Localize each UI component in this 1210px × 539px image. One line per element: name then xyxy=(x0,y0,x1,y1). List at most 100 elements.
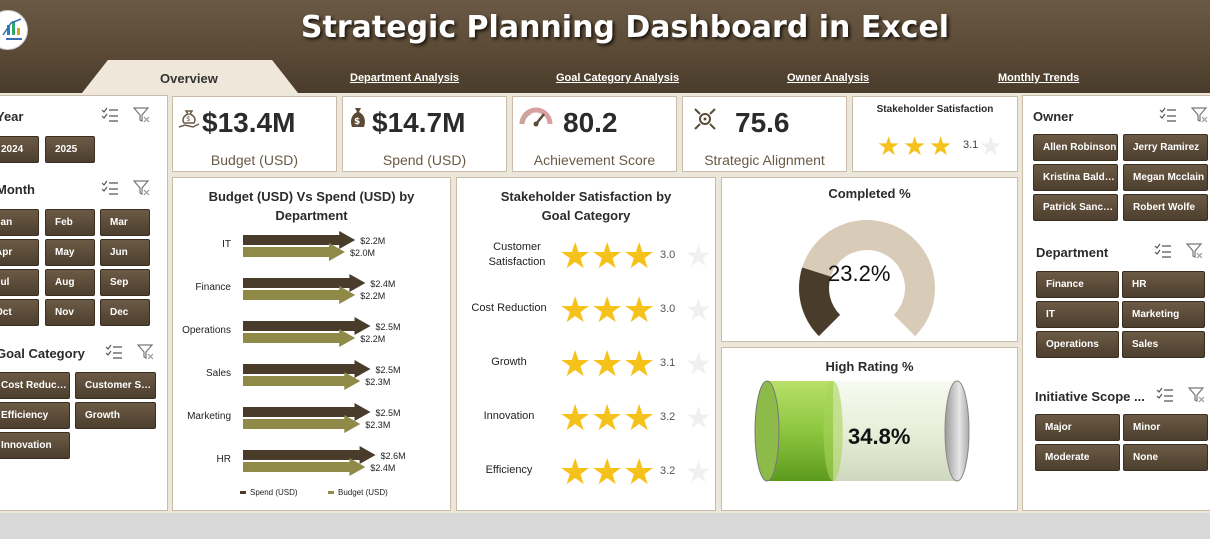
slicer-scope-minor[interactable]: Minor xyxy=(1123,414,1208,441)
budget-bar xyxy=(243,243,345,261)
rating-value-label: 3.2 xyxy=(660,411,675,423)
department-slicer-title: Department xyxy=(1036,245,1109,260)
star-icon: ★ xyxy=(623,451,655,492)
multi-select-icon[interactable] xyxy=(105,344,123,360)
kpi-achievement-label: Achievement Score xyxy=(533,152,656,168)
bar-value-label: $2.5M xyxy=(376,408,401,418)
clear-filter-icon[interactable] xyxy=(1188,387,1206,403)
slicer-month-apr[interactable]: Apr xyxy=(0,239,39,266)
star-icon: ★ xyxy=(929,133,952,159)
page-title: Strategic Planning Dashboard in Excel xyxy=(300,10,950,45)
slicer-month-dec[interactable]: Dec xyxy=(100,299,150,326)
slicer-owner-jerry-ramirez[interactable]: Jerry Ramirez xyxy=(1123,134,1208,161)
category-label: Finance xyxy=(195,282,231,293)
tab-goal-category-analysis[interactable]: Goal Category Analysis xyxy=(556,72,680,84)
slicer-goal-growth[interactable]: Growth xyxy=(75,402,156,429)
bar-value-label: $2.2M xyxy=(360,291,385,301)
slicer-owner-megan-mcclain[interactable]: Megan Mcclain xyxy=(1123,164,1208,191)
slicer-month-aug[interactable]: Aug xyxy=(45,269,95,296)
spend-bar xyxy=(243,231,356,249)
svg-text:$: $ xyxy=(186,115,190,123)
budget-bar xyxy=(243,329,356,347)
slicer-month-mar[interactable]: Mar xyxy=(100,209,150,236)
star-icon: ★ xyxy=(685,402,712,435)
month-slicer-controls xyxy=(101,180,151,196)
star-icon: ★ xyxy=(559,289,591,330)
slicer-owner-robert-wolfe[interactable]: Robert Wolfe xyxy=(1123,194,1208,221)
cylinder-right-cap xyxy=(944,380,970,482)
spend-bar xyxy=(243,446,376,464)
star-icon: ★ xyxy=(685,294,712,327)
initiative-scope-slicer-controls xyxy=(1156,387,1206,403)
slicer-scope-none[interactable]: None xyxy=(1123,444,1208,471)
slicer-dept-operations[interactable]: Operations xyxy=(1036,331,1119,358)
slicer-goal-cost-reduction[interactable]: Cost Reduction xyxy=(0,372,70,399)
kpi-budget-label: Budget (USD) xyxy=(210,152,299,168)
star-icon: ★ xyxy=(623,397,655,438)
slicer-dept-sales[interactable]: Sales xyxy=(1122,331,1205,358)
slicer-dept-it[interactable]: IT xyxy=(1036,301,1119,328)
multi-select-icon[interactable] xyxy=(101,107,119,123)
multi-select-icon[interactable] xyxy=(1154,243,1172,259)
chart-high-rating-svg xyxy=(754,380,970,482)
logo-icon xyxy=(0,10,28,50)
slicer-month-jun[interactable]: Jun xyxy=(100,239,150,266)
slicer-dept-finance[interactable]: Finance xyxy=(1036,271,1119,298)
slicer-month-may[interactable]: May xyxy=(45,239,95,266)
slicer-month-sep[interactable]: Sep xyxy=(100,269,150,296)
tab-overview-background xyxy=(82,60,298,93)
slicer-month-nov[interactable]: Nov xyxy=(45,299,95,326)
multi-select-icon[interactable] xyxy=(1156,387,1174,403)
slicer-month-jul[interactable]: Jul xyxy=(0,269,39,296)
svg-text:$: $ xyxy=(354,117,360,127)
category-label: Cost Reduction xyxy=(471,302,546,314)
rating-value-label: 3.2 xyxy=(660,465,675,477)
target-icon xyxy=(694,108,716,130)
slicer-month-oct[interactable]: Oct xyxy=(0,299,39,326)
clear-filter-icon[interactable] xyxy=(1186,243,1204,259)
slicer-scope-moderate[interactable]: Moderate xyxy=(1035,444,1120,471)
remaining-arc xyxy=(802,220,935,337)
clear-filter-icon[interactable] xyxy=(1191,107,1209,123)
slicer-scope-major[interactable]: Major xyxy=(1035,414,1120,441)
bar-value-label: $2.5M xyxy=(376,322,401,332)
slicer-month-jan[interactable]: Jan xyxy=(0,209,39,236)
bar-value-label: $2.3M xyxy=(365,377,390,387)
slicer-goal-customer-satisfaction[interactable]: Customer Satisfaction xyxy=(75,372,156,399)
right-slicer-panel: Owner Allen Robinson Jerry Ramirez Krist… xyxy=(1022,95,1210,511)
slicer-dept-hr[interactable]: HR xyxy=(1122,271,1205,298)
kpi-card-spend: $ $14.7M Spend (USD) xyxy=(342,96,507,172)
bar-value-label: $2.2M xyxy=(360,236,385,246)
bar-value-label: $2.4M xyxy=(370,279,395,289)
slicer-dept-marketing[interactable]: Marketing xyxy=(1122,301,1205,328)
clear-filter-icon[interactable] xyxy=(137,344,155,360)
chart-budget-vs-spend: Budget (USD) Vs Spend (USD) by Departmen… xyxy=(172,177,451,511)
category-label: IT xyxy=(222,239,231,250)
slicer-month-feb[interactable]: Feb xyxy=(45,209,95,236)
slicer-owner-patrick-sanchez[interactable]: Patrick Sanchez xyxy=(1033,194,1118,221)
tab-owner-analysis[interactable]: Owner Analysis xyxy=(787,72,870,84)
category-label: Growth xyxy=(491,356,526,368)
bar-value-label: $2.4M xyxy=(370,463,395,473)
tab-department-analysis[interactable]: Department Analysis xyxy=(350,72,460,84)
clear-filter-icon[interactable] xyxy=(133,180,151,196)
slicer-goal-innovation[interactable]: Innovation xyxy=(0,432,70,459)
slicer-owner-kristina-baldwin[interactable]: Kristina Baldwin xyxy=(1033,164,1118,191)
tab-overview[interactable]: Overview xyxy=(160,71,218,86)
slicer-owner-allen-robinson[interactable]: Allen Robinson xyxy=(1033,134,1118,161)
bar-value-label: $2.6M xyxy=(381,451,406,461)
tab-monthly-trends[interactable]: Monthly Trends xyxy=(998,72,1080,84)
slicer-goal-efficiency[interactable]: Efficiency xyxy=(0,402,70,429)
category-label: HR xyxy=(217,454,231,465)
kpi-card-alignment: 75.6 Strategic Alignment xyxy=(682,96,847,172)
multi-select-icon[interactable] xyxy=(101,180,119,196)
spend-bar xyxy=(243,274,366,292)
clear-filter-icon[interactable] xyxy=(133,107,151,123)
budget-bar xyxy=(243,372,361,390)
slicer-year-2025[interactable]: 2025 xyxy=(45,136,95,163)
spend-bar xyxy=(243,317,371,335)
slicer-year-2024[interactable]: 2024 xyxy=(0,136,39,163)
gauge-icon xyxy=(519,107,553,127)
multi-select-icon[interactable] xyxy=(1159,107,1177,123)
chart-high-rating-label: 34.8% xyxy=(848,424,911,449)
